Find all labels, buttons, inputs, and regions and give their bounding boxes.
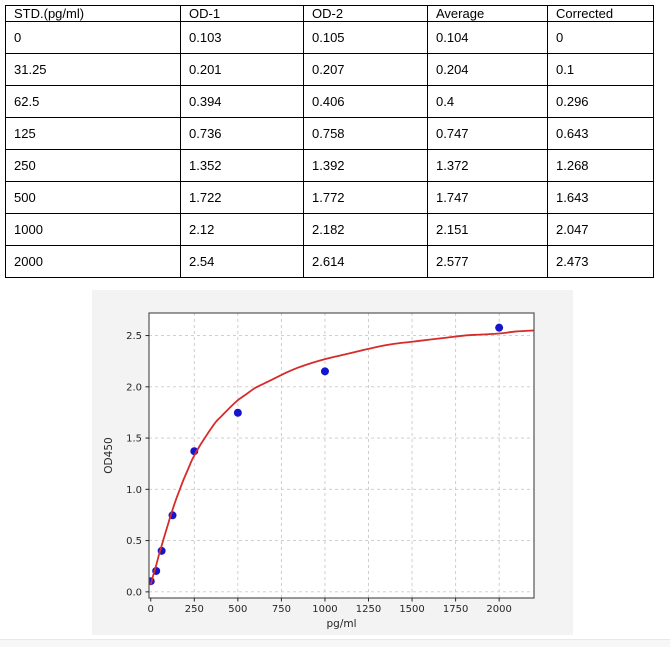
table-cell: 0 xyxy=(547,21,654,54)
table-cell: 1.372 xyxy=(427,149,548,182)
table-body: 0 0.103 0.105 0.104 0 31.25 0.201 0.207 0.204 0.1… xyxy=(5,21,654,278)
table-cell: 0.4 xyxy=(427,85,548,118)
data-point xyxy=(233,408,242,417)
column-header: OD-1 xyxy=(180,5,304,22)
table-row: 500 1.722 1.772 1.747 1.643 xyxy=(5,181,654,214)
y-tick-label: 1.0 xyxy=(126,485,142,496)
table-cell: 2.577 xyxy=(427,245,548,278)
table-cell: 0.204 xyxy=(427,53,548,86)
x-tick-label: 250 xyxy=(185,604,204,615)
x-tick-label: 1000 xyxy=(312,604,337,615)
table-cell: 0.406 xyxy=(303,85,428,118)
table-row: 2000 2.54 2.614 2.577 2.473 xyxy=(5,245,654,278)
column-header: Average xyxy=(427,5,548,22)
data-point xyxy=(495,323,504,332)
table-cell: 2000 xyxy=(5,245,181,278)
table-cell: 2.54 xyxy=(180,245,304,278)
x-tick-label: 1750 xyxy=(443,604,468,615)
table-cell: 125 xyxy=(5,117,181,150)
column-header: STD.(pg/ml) xyxy=(5,5,181,22)
table-cell: 0.643 xyxy=(547,117,654,150)
page-bottom-strip xyxy=(0,639,670,647)
y-tick-label: 0.0 xyxy=(126,587,142,598)
x-tick-label: 500 xyxy=(228,604,247,615)
table-cell: 0.296 xyxy=(547,85,654,118)
table-cell: 2.473 xyxy=(547,245,654,278)
standards-table: STD.(pg/ml) OD-1 OD-2 Average Corrected 0 0.1… xyxy=(5,5,654,278)
table-row: 1000 2.12 2.182 2.151 2.047 xyxy=(5,213,654,246)
table-cell: 2.182 xyxy=(303,213,428,246)
table-cell: 2.614 xyxy=(303,245,428,278)
table-cell: 1.352 xyxy=(180,149,304,182)
table-cell: 0.1 xyxy=(547,53,654,86)
data-layer xyxy=(149,323,534,586)
table-cell: 0.104 xyxy=(427,21,548,54)
table-cell: 500 xyxy=(5,181,181,214)
table-cell: 1.268 xyxy=(547,149,654,182)
x-tick-label: 2000 xyxy=(486,604,511,615)
table-cell: 2.047 xyxy=(547,213,654,246)
x-tick-label: 750 xyxy=(272,604,291,615)
plot-border xyxy=(148,312,535,599)
table-cell: 0.394 xyxy=(180,85,304,118)
table-cell: 0.736 xyxy=(180,117,304,150)
table-cell: 0.103 xyxy=(180,21,304,54)
table-cell: 31.25 xyxy=(5,53,181,86)
standard-curve-chart: 0 250 500 750 1000 1250 1500 1750 2000 0.0 0.5 1.0 1… xyxy=(103,312,535,630)
table-cell: 2.151 xyxy=(427,213,548,246)
table-cell: 0.201 xyxy=(180,53,304,86)
table-cell: 0.747 xyxy=(427,117,548,150)
fit-curve xyxy=(149,329,534,585)
table-row: 62.5 0.394 0.406 0.4 0.296 xyxy=(5,85,654,118)
data-point xyxy=(320,367,329,376)
plot-area xyxy=(149,313,534,598)
table-cell: 0.207 xyxy=(303,53,428,86)
table-row: 250 1.352 1.392 1.372 1.268 xyxy=(5,149,654,182)
table-cell: 1.722 xyxy=(180,181,304,214)
y-tick-label: 0.5 xyxy=(126,536,142,547)
table-row: 125 0.736 0.758 0.747 0.643 xyxy=(5,117,654,150)
table-cell: 250 xyxy=(5,149,181,182)
table-cell: 1000 xyxy=(5,213,181,246)
column-header: Corrected xyxy=(547,5,654,22)
y-axis-label: OD450 xyxy=(103,437,115,473)
table-cell: 0.758 xyxy=(303,117,428,150)
table-row: 0 0.103 0.105 0.104 0 xyxy=(5,21,654,54)
table-cell: 1.747 xyxy=(427,181,548,214)
table-cell: 62.5 xyxy=(5,85,181,118)
x-axis-label: pg/ml xyxy=(326,618,356,630)
table-cell: 2.12 xyxy=(180,213,304,246)
column-header: OD-2 xyxy=(303,5,428,22)
table-row: 31.25 0.201 0.207 0.204 0.1 xyxy=(5,53,654,86)
x-tick-label: 1250 xyxy=(356,604,381,615)
x-tick-label: 1500 xyxy=(399,604,424,615)
table-header-row: STD.(pg/ml) OD-1 OD-2 Average Corrected xyxy=(5,5,654,22)
table-cell: 1.643 xyxy=(547,181,654,214)
table-header: STD.(pg/ml) OD-1 OD-2 Average Corrected xyxy=(5,5,654,22)
y-tick-label: 2.5 xyxy=(126,331,142,342)
table-cell: 0 xyxy=(5,21,181,54)
x-tick-label: 0 xyxy=(148,604,154,615)
table-cell: 1.772 xyxy=(303,181,428,214)
standard-curve-figure: 0 250 500 750 1000 1250 1500 1750 2000 0.0 0.5 1.0 1… xyxy=(92,290,573,635)
table-cell: 0.105 xyxy=(303,21,428,54)
table-cell: 1.392 xyxy=(303,149,428,182)
y-tick-label: 1.5 xyxy=(126,434,142,445)
y-tick-label: 2.0 xyxy=(126,382,142,393)
